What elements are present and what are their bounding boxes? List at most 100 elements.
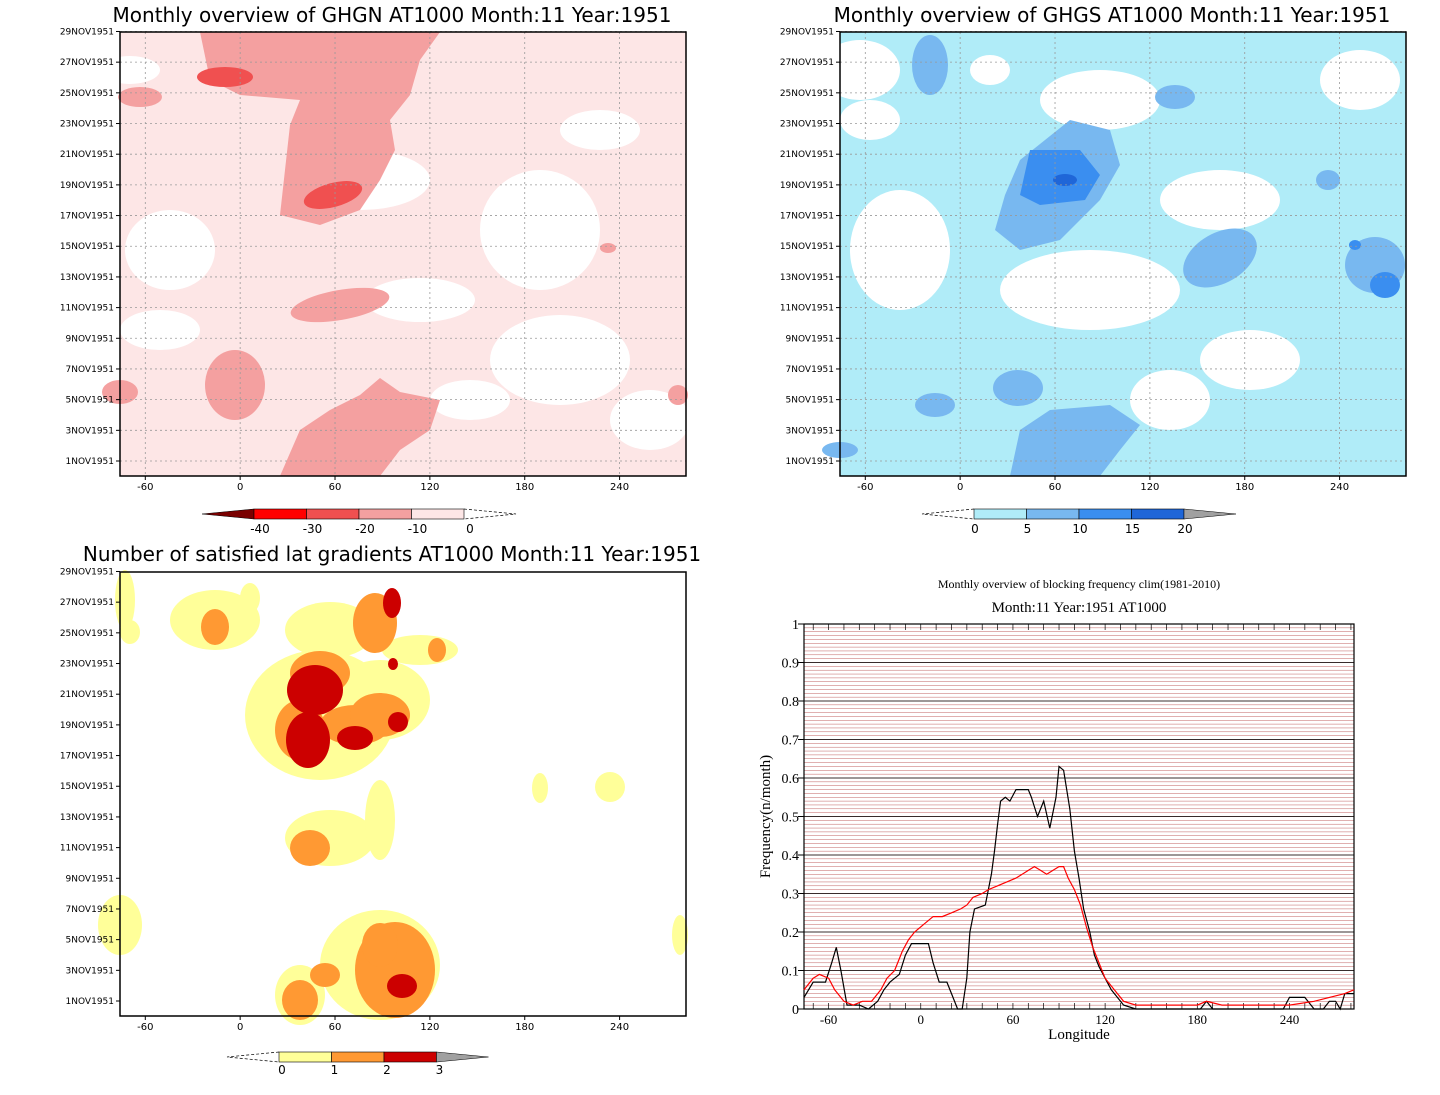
grad-level-1	[672, 915, 688, 955]
x-tick-label: 240	[610, 482, 629, 493]
y-tick-label: 11NOV1951	[60, 844, 114, 854]
y-tick-label: 17NOV1951	[60, 752, 114, 762]
x-tick-label: 120	[1140, 482, 1159, 493]
y-tick-label: 1NOV1951	[786, 457, 834, 467]
ghgs-colorbar-label: 10	[1072, 522, 1087, 536]
ghgs-colorbar	[921, 508, 1237, 520]
blocking-title: Monthly overview of blocking frequency c…	[938, 577, 1220, 591]
colorbar-arrow-left	[201, 508, 255, 520]
y-tick-label: 19NOV1951	[780, 181, 834, 191]
ghgs-band-10	[912, 35, 948, 95]
y-tick-label: 0.1	[782, 965, 800, 980]
ghgn-colorbar	[201, 508, 517, 520]
ghgn-band-10	[280, 378, 440, 476]
x-tick-label: 0	[237, 1022, 243, 1033]
y-tick-label: 3NOV1951	[66, 966, 114, 976]
y-tick-label: 3NOV1951	[66, 426, 114, 436]
y-tick-label: 19NOV1951	[60, 721, 114, 731]
ghgs-white-area	[840, 100, 900, 140]
y-tick-label: 3NOV1951	[786, 426, 834, 436]
ghgn-band-10	[600, 243, 616, 253]
ghgn-band-20	[197, 67, 253, 87]
y-tick-label: 1NOV1951	[66, 997, 114, 1007]
x-tick-label: 120	[1095, 1012, 1115, 1027]
y-tick-label: 15NOV1951	[60, 242, 114, 252]
y-tick-label: 0.5	[782, 811, 800, 826]
ghgs-field	[720, 32, 1406, 476]
series-line-black	[803, 765, 1354, 1011]
ghgs-band-10	[1183, 228, 1257, 288]
ghgs-band-10	[1316, 170, 1340, 190]
grad-field	[98, 570, 688, 1025]
lat-gradient-map-chart: Number of satisfied lat gradients AT1000…	[60, 542, 701, 1077]
colorbar-swatch	[306, 508, 360, 520]
y-tick-label: 27NOV1951	[780, 58, 834, 68]
grad-colorbar-label: 2	[383, 1063, 391, 1077]
grad-level-1	[285, 602, 375, 658]
y-tick-label: 0.7	[782, 734, 800, 749]
y-tick-label: 0	[792, 1003, 799, 1018]
y-tick-label: 5NOV1951	[786, 396, 834, 406]
grad-level-1	[532, 773, 548, 803]
colorbar-swatch	[973, 508, 1027, 520]
y-tick-label: 17NOV1951	[60, 212, 114, 222]
y-tick-label: 0.8	[782, 695, 800, 710]
x-tick-label: 0	[237, 482, 243, 493]
grad-level-3	[337, 726, 373, 750]
x-tick-label: 240	[610, 1022, 629, 1033]
ghgn-band-10	[668, 385, 688, 405]
y-tick-label: 21NOV1951	[780, 150, 834, 160]
ghgn-field	[100, 32, 690, 476]
x-tick-label: 60	[329, 1022, 342, 1033]
x-tick-label: 120	[420, 1022, 439, 1033]
y-tick-label: 9NOV1951	[786, 334, 834, 344]
lat-gradient-title: Number of satisfied lat gradients AT1000…	[83, 542, 701, 566]
x-tick-label: 180	[515, 1022, 534, 1033]
y-tick-label: 5NOV1951	[66, 396, 114, 406]
colorbar-arrow-right	[436, 1051, 489, 1063]
colorbar-swatch	[1026, 508, 1080, 520]
lat-gradient-map-panel: Number of satisfied lat gradients AT1000…	[0, 540, 720, 1091]
x-tick-label: 0	[957, 482, 963, 493]
ghgn-band-20	[303, 181, 363, 209]
grad-level-3	[383, 588, 401, 618]
ghgs-map-chart: Monthly overview of GHGS AT1000 Month:11…	[720, 3, 1407, 536]
y-tick-label: 9NOV1951	[66, 334, 114, 344]
x-tick-label: 60	[1049, 482, 1062, 493]
x-tick-label: -60	[857, 482, 873, 493]
ghgn-colorbar-label: -20	[355, 522, 375, 536]
y-tick-label: 29NOV1951	[780, 27, 834, 37]
y-tick-label: 7NOV1951	[66, 365, 114, 375]
y-tick-label: 0.4	[782, 849, 800, 864]
ghgn-band-10	[118, 87, 162, 107]
x-tick-label: 60	[1006, 1012, 1019, 1027]
y-tick-label: 13NOV1951	[780, 273, 834, 283]
y-tick-label: 23NOV1951	[60, 120, 114, 130]
ghgn-white-area	[125, 210, 215, 290]
ghgs-white-area	[1000, 250, 1180, 330]
ghgn-colorbar-label: -30	[303, 522, 323, 536]
grad-level-2	[282, 980, 318, 1020]
x-tick-label: 60	[329, 482, 342, 493]
ghgn-colorbar-label: -40	[250, 522, 270, 536]
ghgs-white-area	[850, 190, 950, 310]
grad-colorbar-label: 3	[436, 1063, 444, 1077]
colorbar-swatch	[253, 508, 307, 520]
blocking-subtitle: Month:11 Year:1951 AT1000	[992, 600, 1167, 616]
y-tick-label: 27NOV1951	[60, 58, 114, 68]
grad-level-1	[365, 780, 395, 860]
y-axis-label: Frequency(n/month)	[758, 755, 774, 878]
x-tick-label: 180	[1235, 482, 1254, 493]
y-tick-label: 1	[792, 618, 799, 633]
colorbar-arrow-right	[463, 508, 517, 520]
grad-level-2	[290, 830, 330, 866]
colorbar-swatch	[278, 1051, 332, 1063]
y-tick-label: 0.3	[782, 888, 800, 903]
ghgn-colorbar-label: -10	[408, 522, 428, 536]
ghgs-colorbar-label: 5	[1024, 522, 1032, 536]
y-tick-label: 29NOV1951	[60, 27, 114, 37]
grad-level-1	[595, 772, 625, 802]
grad-level-2	[428, 638, 446, 662]
plot-frame	[839, 31, 1407, 477]
y-tick-label: 13NOV1951	[60, 813, 114, 823]
